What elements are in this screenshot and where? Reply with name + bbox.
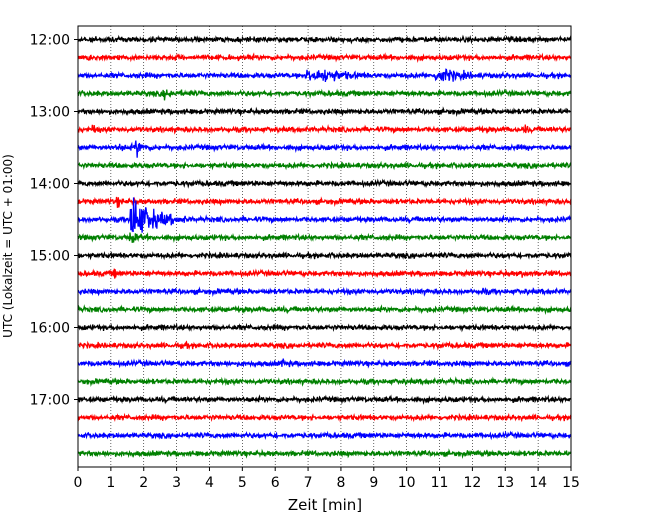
trace-row-10 <box>77 197 572 233</box>
trace-row-22 <box>77 430 572 441</box>
x-tick-label-11: 11 <box>431 475 449 491</box>
x-tick-label-6: 6 <box>271 475 280 491</box>
y-tick-label-4: 16:00 <box>30 321 70 337</box>
x-tick-label-2: 2 <box>139 475 148 491</box>
y-tick-label-2: 14:00 <box>30 177 70 193</box>
trace-row-3 <box>77 88 572 101</box>
trace-row-13 <box>77 268 572 279</box>
x-axis-ticks: 0 1 2 3 4 5 6 7 8 9 10 11 12 13 14 15 <box>74 467 580 491</box>
trace-row-21 <box>77 412 572 423</box>
trace-row-0 <box>77 34 572 45</box>
x-tick-label-12: 12 <box>463 475 481 491</box>
trace-row-8 <box>77 178 572 189</box>
trace-row-19 <box>77 376 572 387</box>
x-axis-label: Zeit [min] <box>288 496 362 514</box>
trace-row-15 <box>77 304 572 316</box>
x-tick-label-4: 4 <box>205 475 214 491</box>
y-tick-label-0: 12:00 <box>30 33 70 49</box>
trace-row-17 <box>77 340 572 351</box>
x-tick-label-7: 7 <box>304 475 313 491</box>
x-tick-label-0: 0 <box>74 475 83 491</box>
seismogram-traces <box>77 34 572 459</box>
y-tick-label-5: 17:00 <box>30 393 70 409</box>
trace-row-12 <box>77 250 572 261</box>
x-tick-label-10: 10 <box>398 475 416 491</box>
trace-row-16 <box>77 322 572 333</box>
trace-row-6 <box>77 140 572 158</box>
x-tick-label-15: 15 <box>562 475 580 491</box>
x-tick-label-9: 9 <box>369 475 378 491</box>
x-tick-label-8: 8 <box>336 475 345 491</box>
y-tick-label-3: 15:00 <box>30 249 70 265</box>
x-tick-label-1: 1 <box>106 475 115 491</box>
trace-row-14 <box>77 286 572 297</box>
y-axis-ticks: 12:00 13:00 14:00 15:00 16:00 17:00 <box>30 33 78 409</box>
x-tick-label-14: 14 <box>529 475 547 491</box>
trace-row-20 <box>77 394 572 406</box>
trace-row-7 <box>77 160 572 171</box>
trace-row-2 <box>77 68 572 83</box>
trace-row-23 <box>77 448 572 459</box>
trace-row-5 <box>77 124 572 135</box>
plot-frame <box>77 25 572 468</box>
x-tick-label-13: 13 <box>496 475 514 491</box>
trace-row-9 <box>77 196 572 208</box>
x-tick-label-5: 5 <box>238 475 247 491</box>
trace-row-4 <box>77 106 572 117</box>
trace-row-11 <box>77 232 572 244</box>
trace-row-18 <box>77 358 572 369</box>
trace-row-1 <box>77 52 572 64</box>
y-tick-label-1: 13:00 <box>30 105 70 121</box>
x-tick-label-3: 3 <box>172 475 181 491</box>
y-axis-label: UTC (Lokalzeit = UTC + 01:00) <box>1 154 15 338</box>
